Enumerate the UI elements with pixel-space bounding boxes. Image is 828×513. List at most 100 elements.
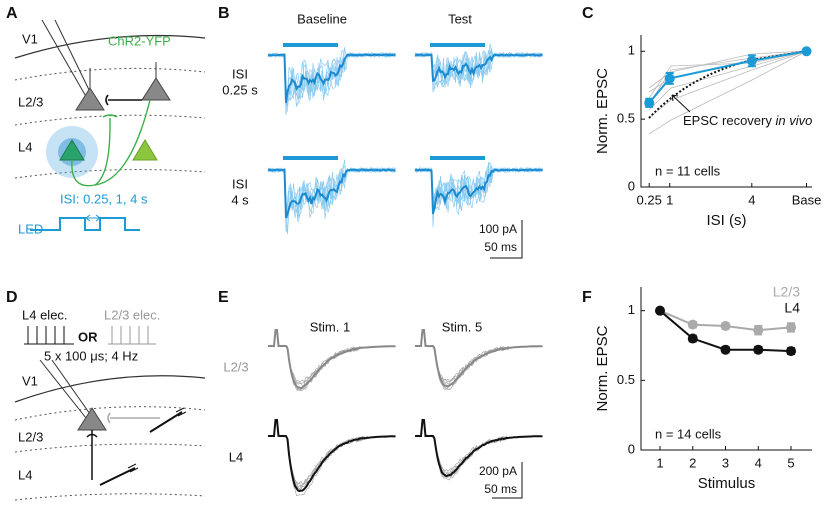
annotation-part: in vivo xyxy=(775,113,812,128)
layer-label: L2/3 xyxy=(18,429,43,444)
electrode-label: L2/3 elec. xyxy=(104,307,160,322)
trace xyxy=(267,419,396,493)
row-label: L4 xyxy=(229,449,243,464)
point xyxy=(687,333,698,344)
row-label: L2/3 xyxy=(223,359,248,374)
row-label: 4 s xyxy=(231,192,249,207)
row-label: ISI xyxy=(232,66,248,81)
trace xyxy=(415,329,543,391)
trace xyxy=(267,419,396,491)
trace xyxy=(414,168,543,215)
note: n = 14 cells xyxy=(655,426,722,441)
x-tick-label: 5 xyxy=(787,455,794,470)
y-axis-label: Norm. EPSC xyxy=(594,325,611,411)
column-label: Stim. 1 xyxy=(310,319,350,334)
trace xyxy=(414,53,543,82)
panel-d-diagram xyxy=(14,326,206,501)
x-tick-label: 3 xyxy=(722,455,729,470)
trace xyxy=(415,329,543,390)
scale-bar xyxy=(492,462,523,499)
isi-label: ISI: 0.25, 1, 4 s xyxy=(60,191,148,206)
y-tick-label: 1 xyxy=(628,302,635,317)
trace xyxy=(267,53,396,103)
trace xyxy=(414,329,543,383)
point xyxy=(720,344,731,355)
led-bar xyxy=(430,156,485,160)
y-tick-label: 0 xyxy=(628,441,635,456)
annotation: EPSC recovery in vivo xyxy=(683,113,812,128)
point xyxy=(753,325,764,336)
panel-label: B xyxy=(218,5,230,22)
y-axis-label: Norm. EPSC xyxy=(594,68,611,154)
column-label: Stim. 5 xyxy=(442,319,482,334)
region-label: V1 xyxy=(22,31,38,46)
individual-cells xyxy=(648,50,808,135)
led-label: LED xyxy=(18,221,43,236)
trace xyxy=(267,329,396,390)
layer-label: L2/3 xyxy=(18,94,43,109)
trace xyxy=(267,52,396,104)
panel-label: C xyxy=(582,5,594,22)
annotation-part: EPSC recovery xyxy=(683,113,775,128)
scale-label: 50 ms xyxy=(484,482,517,496)
point xyxy=(786,322,797,333)
trace xyxy=(268,168,396,219)
x-tick-label: Base xyxy=(792,192,822,207)
column-label: Baseline xyxy=(297,11,347,26)
x-tick-label: 1 xyxy=(666,192,673,207)
x-tick-label: 4 xyxy=(748,192,755,207)
scale-label: 100 pA xyxy=(479,222,517,236)
row-label: ISI xyxy=(232,176,248,191)
trace xyxy=(267,419,396,496)
column-label: Test xyxy=(448,11,472,26)
scale-label: 200 pA xyxy=(479,464,517,478)
region-label: V1 xyxy=(22,373,38,388)
point xyxy=(655,305,665,316)
y-tick-label: 0.5 xyxy=(617,111,635,126)
x-tick-label: 1 xyxy=(656,455,663,470)
led-bar xyxy=(283,156,338,160)
row-label: 0.25 s xyxy=(222,82,258,97)
protocol-label: 5 x 100 μs; 4 Hz xyxy=(44,348,138,363)
point xyxy=(746,55,757,66)
y-tick-label: 0 xyxy=(628,178,635,193)
point xyxy=(687,319,698,330)
opsin-label: ChR2-YFP xyxy=(108,33,171,48)
scale-bar xyxy=(490,220,523,259)
panel-label: E xyxy=(218,289,229,306)
led-bar xyxy=(430,43,485,47)
trace xyxy=(268,329,396,392)
point xyxy=(801,46,812,57)
panel-label: A xyxy=(6,5,18,22)
x-axis-label: ISI (s) xyxy=(707,212,747,229)
layer-label: L4 xyxy=(18,467,32,482)
trace xyxy=(414,329,543,382)
x-tick-label: 2 xyxy=(689,455,696,470)
trace xyxy=(415,328,543,388)
panel-label: D xyxy=(6,289,18,306)
series-line xyxy=(648,50,807,104)
trace xyxy=(267,329,396,392)
annotation-arrow xyxy=(671,94,679,102)
point xyxy=(786,346,797,357)
x-tick-label: 0.25 xyxy=(637,192,662,207)
legend-entry: L2/3 xyxy=(773,284,800,300)
annotation-arrow xyxy=(671,94,691,113)
point xyxy=(753,344,764,355)
trace xyxy=(267,329,396,391)
electrode-label: L4 elec. xyxy=(22,307,68,322)
trace xyxy=(414,418,543,478)
y-tick-label: 1 xyxy=(628,43,635,58)
or-label: OR xyxy=(78,329,98,344)
trace xyxy=(414,163,543,228)
led-bar xyxy=(283,43,338,47)
x-axis-label: Stimulus xyxy=(698,475,756,492)
note: n = 11 cells xyxy=(655,163,721,178)
panel-label: F xyxy=(582,289,592,306)
y-tick-label: 0.5 xyxy=(617,372,635,387)
point xyxy=(644,97,655,108)
scale-label: 50 ms xyxy=(484,240,517,254)
trace xyxy=(267,329,396,383)
trace xyxy=(267,167,396,218)
